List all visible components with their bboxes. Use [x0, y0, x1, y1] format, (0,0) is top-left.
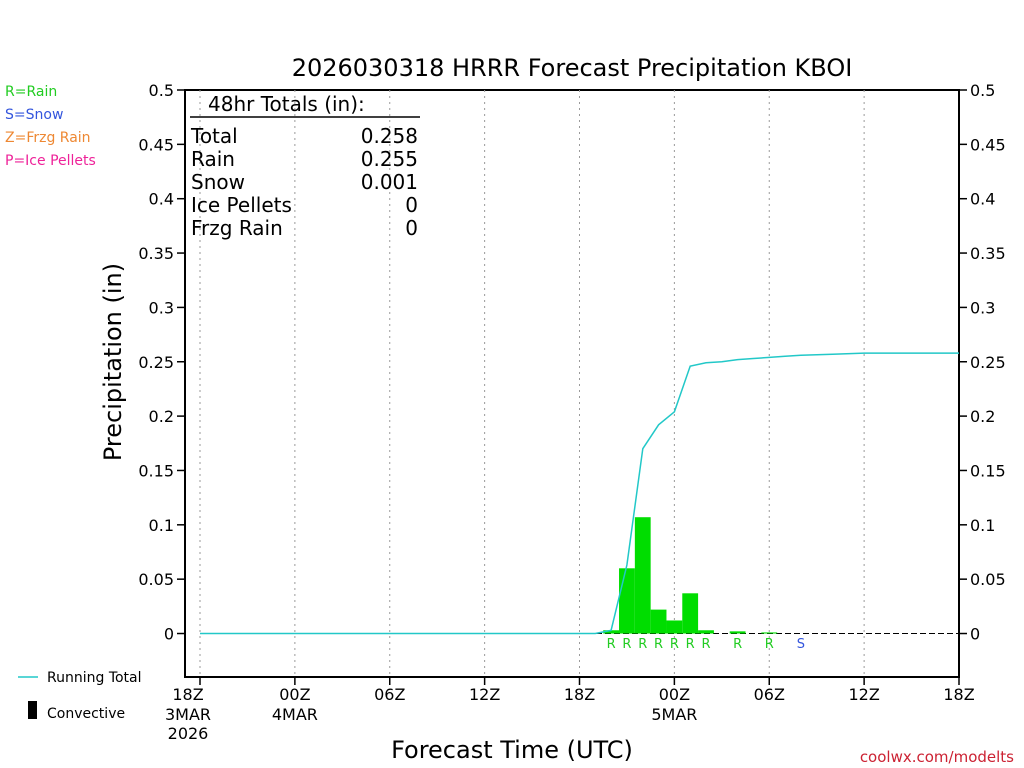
precip-bar	[698, 630, 714, 634]
source-credit: coolwx.com/modelts	[860, 748, 1014, 766]
y-tick-label-left: 0.1	[149, 516, 174, 535]
type-legend-item: R=Rain	[5, 84, 57, 100]
totals-rows: Total 0.258 Rain 0.255 Snow 0.001 Ice Pellets 0…	[190, 124, 418, 240]
y-tick-label-left: 0.2	[149, 407, 174, 426]
precip-type-marker: R	[686, 637, 695, 652]
totals-row-label: Total	[190, 124, 238, 148]
y-tick-label-left: 0.05	[138, 570, 174, 589]
y-tick-label-left: 0.25	[138, 353, 174, 372]
type-legend-item: P=Ice Pellets	[5, 153, 96, 169]
y-axis-title: Precipitation (in)	[99, 263, 127, 461]
x-tick-label: 00Z	[279, 685, 310, 704]
x-tick-label: 06Z	[374, 685, 405, 704]
precip-type-marker: S	[797, 637, 805, 652]
y-tick-label-left: 0.15	[138, 461, 174, 480]
y-tick-label-left: 0	[164, 625, 174, 644]
x-tick-label: 18Z	[172, 685, 203, 704]
series-legend-label: Running Total	[47, 670, 142, 686]
x-axis-title: Forecast Time (UTC)	[391, 736, 633, 764]
precip-type-marker: R	[622, 637, 631, 652]
series-legend-label: Convective	[47, 706, 125, 722]
totals-row-label: Snow	[191, 170, 245, 194]
y-tick-label-right: 0.25	[970, 353, 1006, 372]
y-tick-label-left: 0.45	[138, 135, 174, 154]
totals-heading: 48hr Totals (in):	[208, 92, 365, 116]
y-tick-label-left: 0.5	[149, 81, 174, 100]
x-tick-date-label: 4MAR	[272, 705, 318, 724]
y-tick-label-right: 0.05	[970, 570, 1006, 589]
x-tick-date-label: 5MAR	[651, 705, 697, 724]
y-axis-ticks: 0 00.05 0.050.1 0.10.15 0.150.2 0.20.25 0.250.…	[138, 81, 1005, 644]
x-tick-label: 12Z	[469, 685, 500, 704]
series-legend: Running Total Convective	[18, 670, 142, 722]
precip-type-marker: R	[638, 637, 647, 652]
precip-bar	[761, 632, 778, 634]
totals-row-value: 0	[405, 193, 418, 217]
precip-bar	[729, 631, 746, 634]
convective-legend-swatch	[28, 701, 37, 719]
y-tick-label-right: 0	[970, 625, 980, 644]
precip-bar	[634, 517, 651, 634]
precip-type-marker: R	[670, 637, 679, 652]
precip-type-marker: R	[654, 637, 663, 652]
precip-type-legend: R=Rain S=Snow Z=Frzg Rain P=Ice Pellets	[5, 84, 96, 169]
y-tick-label-right: 0.2	[970, 407, 995, 426]
y-tick-label-left: 0.3	[149, 298, 174, 317]
precip-type-marker: R	[701, 637, 710, 652]
totals-row-label: Rain	[191, 147, 235, 171]
precip-bar	[603, 630, 620, 634]
precip-bar	[682, 593, 699, 634]
x-tick-date-label: 3MAR	[165, 705, 211, 724]
totals-box: 48hr Totals (in): Total 0.258 Rain 0.255 Sno…	[190, 92, 420, 240]
precip-type-marker: R	[733, 637, 742, 652]
chart-title: 2026030318 HRRR Forecast Precipitation K…	[292, 54, 853, 82]
type-legend-item: S=Snow	[5, 107, 63, 123]
y-tick-label-right: 0.4	[970, 190, 995, 209]
running-total-series	[200, 352, 959, 635]
precip-bar	[666, 620, 683, 634]
x-tick-label: 12Z	[848, 685, 879, 704]
totals-row-value: 0	[405, 216, 418, 240]
y-tick-label-right: 0.35	[970, 244, 1006, 263]
plot-frame	[184, 89, 960, 678]
y-tick-label-left: 0.35	[138, 244, 174, 263]
running-total-line	[200, 352, 959, 635]
x-tick-label: 18Z	[943, 685, 974, 704]
y-tick-label-right: 0.45	[970, 135, 1006, 154]
precip-bar	[619, 568, 635, 634]
y-tick-label-right: 0.1	[970, 516, 995, 535]
y-tick-label-right: 0.3	[970, 298, 995, 317]
precip-type-marker: R	[607, 637, 616, 652]
type-legend-item: Z=Frzg Rain	[5, 130, 91, 146]
totals-row-value: 0.255	[361, 147, 418, 171]
y-tick-label-left: 0.4	[149, 190, 174, 209]
x-tick-label: 00Z	[659, 685, 690, 704]
vertical-gridlines	[199, 90, 865, 677]
x-tick-label: 06Z	[754, 685, 785, 704]
totals-row-label: Frzg Rain	[191, 216, 283, 240]
x-tick-year-label: 2026	[168, 724, 209, 743]
x-tick-label: 18Z	[564, 685, 595, 704]
hourly-precip-bars	[200, 517, 959, 635]
totals-row-label: Ice Pellets	[191, 193, 292, 217]
y-tick-label-right: 0.15	[970, 461, 1006, 480]
y-tick-label-right: 0.5	[970, 81, 995, 100]
precip-type-marker: R	[765, 637, 774, 652]
totals-row-value: 0.001	[361, 170, 418, 194]
precip-bar	[650, 609, 667, 634]
totals-row-value: 0.258	[361, 124, 418, 148]
